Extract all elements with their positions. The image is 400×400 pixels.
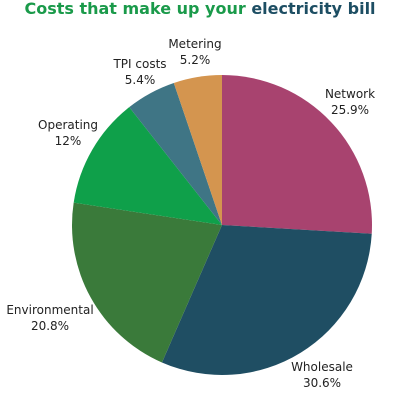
slice-label: Network [325, 87, 375, 101]
slice-label: Wholesale [291, 360, 353, 374]
slice-value-label: 12% [55, 134, 82, 148]
slice [222, 75, 372, 234]
slice-value-label: 20.8% [31, 319, 69, 333]
slice [73, 107, 223, 225]
slice [161, 225, 372, 375]
slice-value-label: 25.9% [331, 103, 369, 117]
slice-value-label: 30.6% [303, 376, 341, 390]
slice-label: Metering [168, 37, 221, 51]
slice-label: TPI costs [112, 57, 166, 71]
slice [72, 202, 223, 363]
slice-label: Environmental [6, 303, 93, 317]
chart-title: Costs that make up your electricity bill [24, 0, 375, 18]
title-part: electricity bill [251, 0, 375, 18]
slice-label: Operating [38, 118, 98, 132]
slice [129, 82, 222, 225]
title-part: Costs that make up your [24, 0, 245, 18]
slice-value-label: 5.2% [180, 53, 211, 67]
slice [173, 75, 222, 225]
slice-value-label: 5.4% [125, 73, 156, 87]
